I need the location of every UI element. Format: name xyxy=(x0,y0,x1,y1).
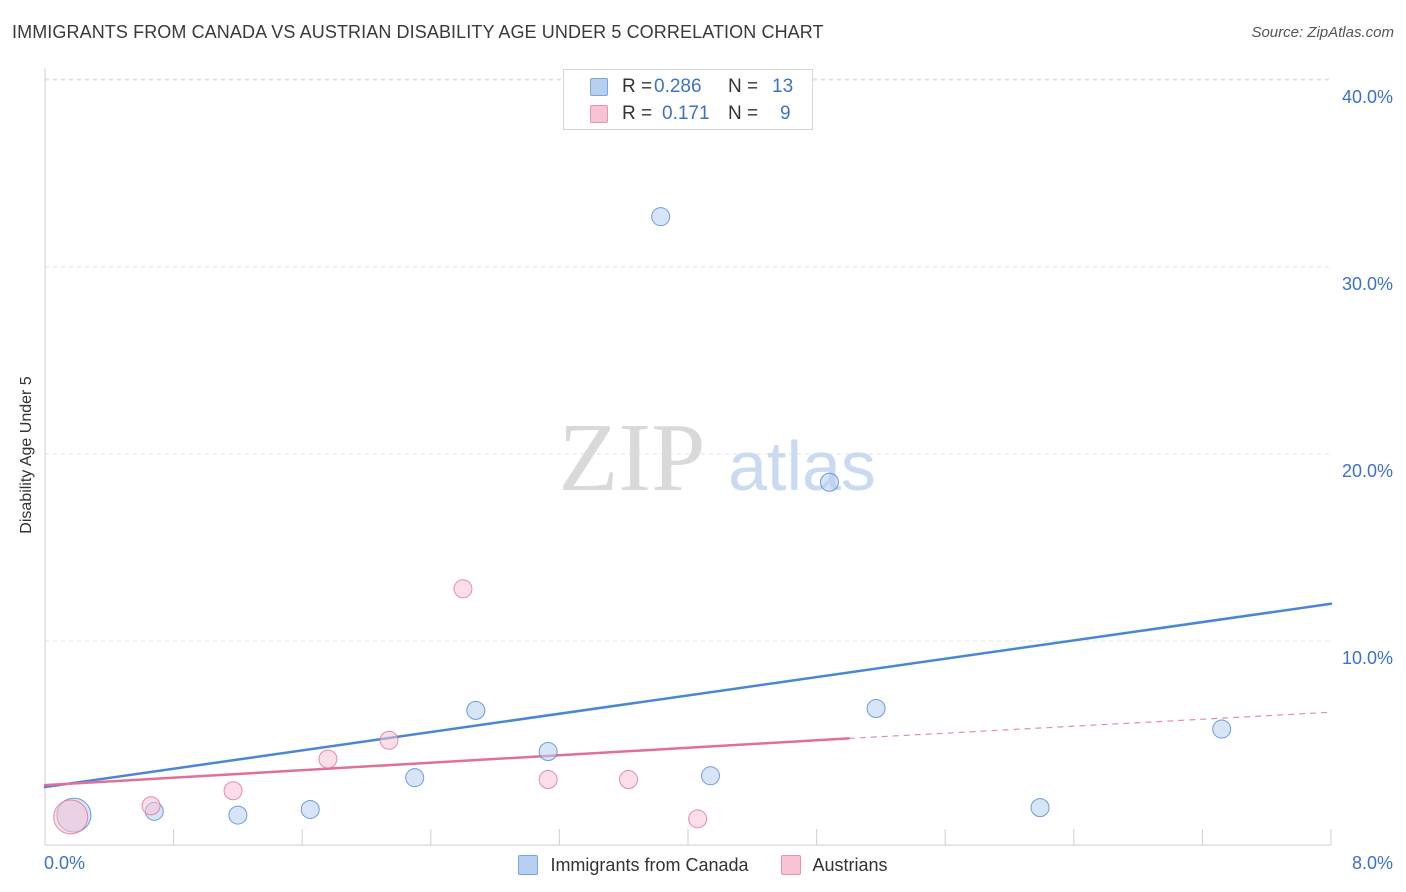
series-legend: Immigrants from Canada Austrians xyxy=(0,852,1406,878)
data-points xyxy=(53,207,1232,835)
grid-lines xyxy=(45,78,1331,642)
n-value: 13 xyxy=(772,76,794,97)
legend-swatch-canada xyxy=(518,855,539,875)
data-point-1 xyxy=(53,799,89,835)
x-tick-label: 8.0% xyxy=(1352,853,1393,873)
stats-legend: R = 0.286 N = 13 R = 0.171 N = 9 xyxy=(563,69,813,130)
r-value: 0.171 xyxy=(662,103,710,124)
y-axis-label: Disability Age Under 5 xyxy=(18,376,35,534)
canada-swatch xyxy=(590,78,608,96)
stats-row-austrians: R = 0.171 N = 9 xyxy=(590,102,791,126)
trend-extension-1 xyxy=(848,711,1332,740)
n-label: N = xyxy=(728,76,759,97)
data-point-0 xyxy=(1212,719,1232,739)
data-point-0 xyxy=(300,799,320,819)
y-tick-label: 30.0% xyxy=(1342,274,1393,294)
trend-line-1 xyxy=(43,737,850,787)
data-point-1 xyxy=(141,796,161,816)
legend-item-canada: Immigrants from Canada xyxy=(518,854,749,876)
data-point-1 xyxy=(379,730,399,750)
tick-labels: 10.0% 20.0% 30.0% 40.0% 0.0% 8.0% xyxy=(44,87,1393,873)
data-point-0 xyxy=(228,805,248,825)
trend-lines xyxy=(43,602,1333,789)
data-point-0 xyxy=(651,207,671,227)
r-label: R = xyxy=(622,103,653,124)
data-point-1 xyxy=(318,749,338,769)
n-label: N = xyxy=(728,103,759,124)
data-point-0 xyxy=(701,766,721,786)
r-label: R = xyxy=(622,76,653,97)
axes xyxy=(44,68,1332,846)
source-note: Source: ZipAtlas.com xyxy=(1251,24,1394,41)
chart-title: IMMIGRANTS FROM CANADA VS AUSTRIAN DISAB… xyxy=(12,22,824,42)
watermark: ZIP atlas xyxy=(559,404,876,512)
y-tick-label: 20.0% xyxy=(1342,461,1393,481)
data-point-0 xyxy=(1030,798,1050,818)
legend-label-canada: Immigrants from Canada xyxy=(550,854,749,875)
n-value: 9 xyxy=(780,103,791,124)
data-point-1 xyxy=(619,770,639,790)
r-value: 0.286 xyxy=(654,76,702,97)
legend-label-austrians: Austrians xyxy=(812,854,888,875)
watermark-zip: ZIP xyxy=(559,404,706,512)
y-tick-label: 10.0% xyxy=(1342,648,1393,668)
legend-item-austrians: Austrians xyxy=(780,854,888,876)
data-point-0 xyxy=(538,742,558,761)
data-point-0 xyxy=(466,700,486,720)
data-point-0 xyxy=(405,768,425,788)
y-tick-label: 40.0% xyxy=(1342,87,1393,107)
x-tick-label: 0.0% xyxy=(44,853,85,873)
legend-swatch-austrians xyxy=(780,855,801,875)
austrians-swatch xyxy=(590,105,608,123)
data-point-1 xyxy=(538,770,558,790)
stats-row-canada: R = 0.286 N = 13 xyxy=(590,75,793,99)
watermark-atlas: atlas xyxy=(728,427,876,505)
data-point-0 xyxy=(819,472,839,492)
data-point-0 xyxy=(866,698,886,718)
data-point-1 xyxy=(688,809,708,829)
data-point-1 xyxy=(223,781,243,801)
data-point-1 xyxy=(453,579,473,599)
trend-line-0 xyxy=(43,602,1333,789)
